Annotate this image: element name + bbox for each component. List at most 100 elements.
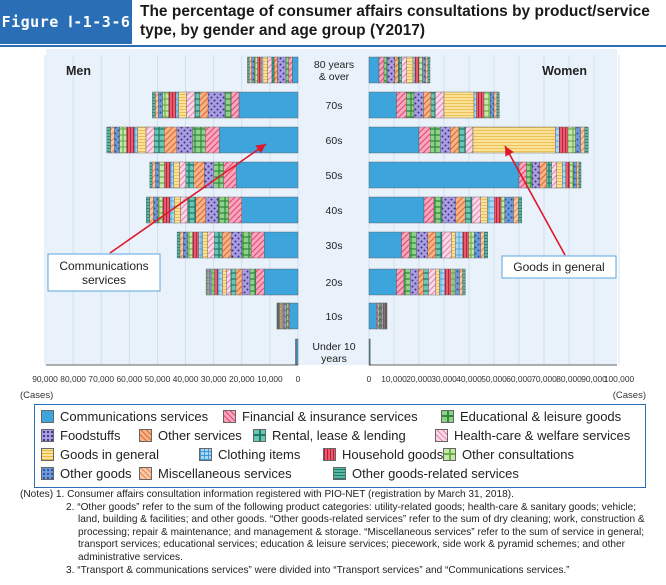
bar-women-30s-financial-and-insurance-services (401, 231, 410, 259)
bar-men-50s-clothing-items (169, 161, 174, 189)
bar-men-30s-foodstuffs (230, 231, 242, 259)
age-group-label: & over (319, 71, 350, 83)
bar-women-70s-educational-and-leisure-goods (406, 91, 415, 119)
legend-item-financial-and-insurance-services: Financial & insurance services (223, 409, 418, 424)
annotation-goods-in-general: Goods in general (513, 260, 604, 274)
legend-item-other-goods-related-services: Other goods-related services (333, 466, 519, 481)
bar-men-80-years-and-over-educational-and-leisure-goods (285, 56, 289, 84)
legend-item-rental-lease-and-lending: Rental, lease & lending (253, 428, 406, 443)
bar-women-30s-health-care-and-welfare-services (441, 231, 452, 259)
legend-label: Foodstuffs (60, 428, 121, 443)
bar-women-20s-financial-and-insurance-services (396, 268, 405, 296)
bar-men-80-years-and-over-other-goods (251, 56, 255, 84)
legend-item-communications-services: Communications services (41, 409, 208, 424)
bar-women-50s-health-care-and-welfare-services (551, 161, 557, 189)
bar-men-30s-other-consultations (187, 231, 193, 259)
bar-men-40s-foodstuffs (205, 196, 219, 224)
men-tick-label: 10,000 (257, 374, 283, 384)
women-tick-label: 100,000 (604, 374, 635, 384)
bar-women-30s-educational-and-leisure-goods (409, 231, 417, 259)
legend-label: Other consultations (462, 447, 575, 462)
age-group-label: 40s (326, 205, 343, 217)
age-group-label: 10s (326, 311, 343, 323)
note-2: 2. “Other goods” refer to the sum of the… (66, 501, 645, 563)
legend-item-other-consultations: Other consultations (443, 447, 574, 462)
bar-men-30s-other-goods (183, 231, 188, 259)
bar-women-70s-other-consultations (483, 91, 491, 119)
bar-men-60s-miscellaneous-services (110, 126, 115, 154)
bar-men-70s-other-goods (158, 91, 163, 119)
bar-women-10s-communications-services (368, 302, 377, 330)
bar-women-40s-other-goods (504, 196, 514, 224)
men-axis-unit: (Cases) (20, 390, 53, 400)
bar-men-80-years-and-over-communications-services (292, 56, 299, 84)
bar-men-70s-household-goods (168, 91, 176, 119)
bar-men-20s-other-services (235, 268, 243, 296)
bar-women-40s-goods-in-general (480, 196, 488, 224)
legend-label: Clothing items (218, 447, 301, 462)
bar-women-20s-household-goods (444, 268, 452, 296)
bar-men-50s-miscellaneous-services (151, 161, 156, 189)
bar-women-40s-rental-lease-and-lending (465, 196, 473, 224)
women-tick-label: 80,000 (556, 374, 582, 384)
legend-swatch (443, 448, 456, 461)
bar-women-50s-foodstuffs (532, 161, 540, 189)
bar-men-80-years-and-over-foodstuffs (277, 56, 287, 84)
bar-women-50s-other-consultations (569, 161, 574, 189)
bar-women-20s-rental-lease-and-lending (423, 268, 429, 296)
bar-women-80-years-and-over-other-goods (422, 56, 426, 84)
bar-men-30s-other-services (221, 231, 232, 259)
age-group-label: 30s (326, 240, 343, 252)
bar-women-40s-other-goods-related-services (518, 196, 522, 224)
bar-women-80-years-and-over-miscellaneous-services (425, 56, 429, 84)
bar-women-60s-goods-in-general (472, 126, 556, 154)
bar-women-20s-health-care-and-welfare-services (428, 268, 436, 296)
women-tick-label: 30,000 (431, 374, 457, 384)
bar-men-60s-goods-in-general (137, 126, 147, 154)
bar-men-40s-communications-services (241, 196, 299, 224)
bar-women-60s-clothing-items (555, 126, 560, 154)
age-group-label: 50s (326, 170, 343, 182)
bar-women-30s-rental-lease-and-lending (435, 231, 443, 259)
men-tick-label: 30,000 (201, 374, 227, 384)
bar-women-70s-goods-in-general (443, 91, 475, 119)
legend-swatch (139, 467, 152, 480)
bar-men-70s-communications-services (238, 91, 299, 119)
bar-women-20s-miscellaneous-services (459, 268, 463, 296)
bar-women-50s-clothing-items (562, 161, 566, 189)
bar-women-60s-household-goods (559, 126, 569, 154)
bar-women-70s-rental-lease-and-lending (430, 91, 436, 119)
bar-women-50s-household-goods (565, 161, 570, 189)
bar-men-70s-foodstuffs (207, 91, 226, 119)
bar-men-60s-other-goods (114, 126, 120, 154)
bar-men-80-years-and-over-other-services (273, 56, 278, 84)
bar-men-30s-household-goods (192, 231, 199, 259)
men-tick-label: 90,000 (32, 374, 58, 384)
bar-women-30s-household-goods (462, 231, 469, 259)
bar-men-10s-communications-services (289, 302, 299, 330)
bar-men-20s-foodstuffs (241, 268, 251, 296)
bar-men-70s-other-goods-related-services (152, 91, 156, 119)
legend-label: Household goods (342, 447, 444, 462)
bar-men-50s-health-care-and-welfare-services (179, 161, 187, 189)
bar-women-50s-miscellaneous-services (576, 161, 580, 189)
bar-men-80-years-and-over-health-care-and-welfare-services (267, 56, 273, 84)
bar-women-20s-other-services (418, 268, 424, 296)
legend-swatch (323, 448, 336, 461)
age-group-label: 80 years (314, 59, 354, 71)
bar-women-20s-other-goods-related-services (462, 268, 466, 296)
women-tick-label: 10,000 (381, 374, 407, 384)
bar-men-30s-clothing-items (198, 231, 203, 259)
bar-women-40s-foodstuffs (441, 196, 456, 224)
bar-men-70s-rental-lease-and-lending (194, 91, 200, 119)
bar-women-60s-other-goods (575, 126, 581, 154)
bar-men-80-years-and-over-miscellaneous-services (248, 56, 252, 84)
bar-men-70s-other-consultations (162, 91, 169, 119)
bar-men-40s-educational-and-leisure-goods (217, 196, 229, 224)
bar-women-70s-foodstuffs (413, 91, 424, 119)
women-tick-label: 40,000 (456, 374, 482, 384)
bar-women-80-years-and-over-clothing-items (412, 56, 416, 84)
bar-men-60s-educational-and-leisure-goods (192, 126, 206, 154)
bar-men-80-years-and-over-financial-and-insurance-services (288, 56, 293, 84)
bar-men-60s-health-care-and-welfare-services (145, 126, 155, 154)
